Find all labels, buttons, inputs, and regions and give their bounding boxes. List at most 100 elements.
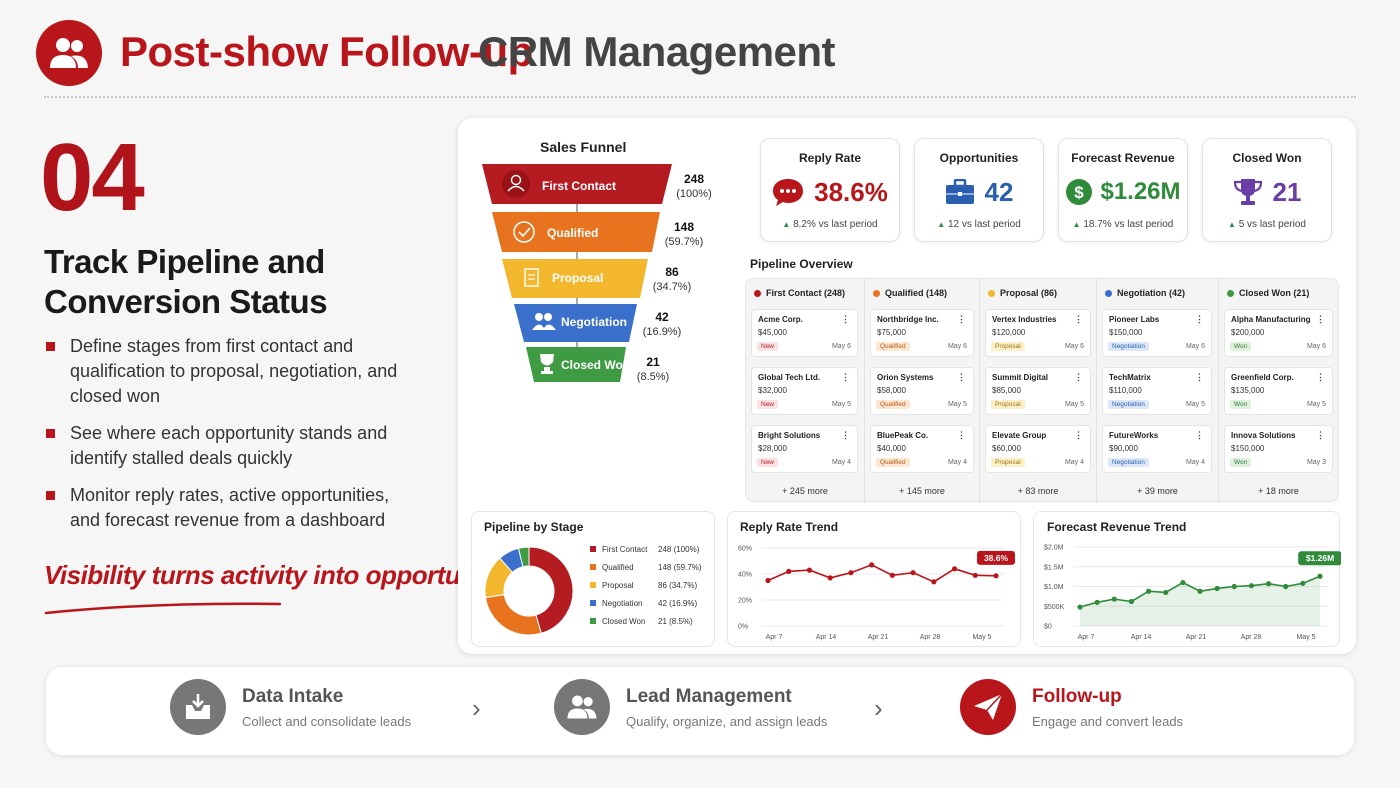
data-point: [1214, 585, 1220, 592]
data-point: [931, 579, 937, 585]
end-value-badge: [977, 550, 1015, 565]
x-tick-label: May 5: [972, 634, 991, 641]
paper-plane-icon: [960, 679, 1016, 735]
more-options-icon[interactable]: ⋮: [957, 372, 966, 382]
show-more-link[interactable]: + 245 more: [782, 486, 828, 496]
kpi-card-reply-rate[interactable]: Reply Rate 38.6% ▲ 8.2% vs last period: [760, 138, 900, 242]
funnel-value: 248 (100%): [676, 172, 712, 200]
deal-card[interactable]: FutureWorks $90,000 ⋮ Negotiation May 4: [1102, 425, 1212, 473]
deal-card[interactable]: Summit Digital $85,000 ⋮ Proposal May 5: [985, 367, 1091, 415]
step-desc: Engage and convert leads: [1032, 713, 1184, 729]
deal-card[interactable]: Innova Solutions $150,000 ⋮ Won May 3: [1224, 425, 1333, 473]
y-tick-label: 40%: [738, 572, 752, 579]
sales-funnel: [482, 164, 672, 382]
more-options-icon[interactable]: ⋮: [957, 430, 966, 440]
kpi-card-forecast-revenue[interactable]: Forecast Revenue $ $1.26M ▲ 18.7% vs las…: [1058, 138, 1188, 242]
more-options-icon[interactable]: ⋮: [841, 372, 850, 382]
column-header: Closed Won (21): [1219, 279, 1338, 298]
funnel-value: 21 (8.5%): [636, 355, 670, 383]
more-options-icon[interactable]: ⋮: [1074, 372, 1083, 382]
deal-card[interactable]: Vertex Industries $120,000 ⋮ Proposal May 6: [985, 309, 1091, 357]
chart-title: Forecast Revenue Trend: [1047, 520, 1187, 534]
y-tick-label: $1.0M: [1044, 584, 1064, 591]
pipeline-board: First Contact (248) Acme Corp. $45,000 ⋮ Ne…: [745, 278, 1339, 503]
show-more-link[interactable]: + 18 more: [1258, 486, 1299, 496]
deal-card[interactable]: Alpha Manufacturing $200,000 ⋮ Won May 6: [1224, 309, 1333, 357]
y-tick-label: $500K: [1044, 604, 1065, 611]
deal-card[interactable]: Pioneer Labs $150,000 ⋮ Negotiation May 6: [1102, 309, 1212, 357]
kpi-delta: ▲ 8.2% vs last period: [782, 219, 878, 230]
workflow-step-data-intake[interactable]: Data Intake Collect and consolidate leads: [170, 679, 411, 735]
funnel-label: Proposal: [552, 271, 604, 285]
data-point: [1317, 573, 1323, 579]
more-options-icon[interactable]: ⋮: [1316, 314, 1325, 324]
show-more-link[interactable]: + 39 more: [1137, 486, 1178, 496]
forecast-revenue-trend-chart: Forecast Revenue Trend $2.0M $1.5M $1.0M $5…: [1033, 511, 1341, 647]
more-options-icon[interactable]: ⋮: [841, 430, 850, 440]
more-options-icon[interactable]: ⋮: [1074, 430, 1083, 440]
x-tick-label: Apr 7: [766, 634, 783, 641]
data-point: [889, 572, 895, 578]
show-more-link[interactable]: + 145 more: [899, 486, 945, 496]
data-point: [951, 566, 958, 572]
data-point: [1163, 589, 1169, 596]
end-value-label: $1.26M: [1306, 553, 1334, 563]
data-point: [1094, 599, 1100, 605]
deal-card[interactable]: Acme Corp. $45,000 ⋮ New May 6: [751, 309, 858, 357]
deal-card[interactable]: TechMatrix $110,000 ⋮ Negotiation May 5: [1102, 367, 1212, 415]
deal-card[interactable]: BluePeak Co. $40,000 ⋮ Qualified May 4: [870, 425, 974, 473]
more-options-icon[interactable]: ⋮: [1316, 372, 1325, 382]
pipeline-column-proposal: Proposal (86) Vertex Industries $120,000 ⋮…: [980, 279, 1097, 503]
donut-slice: [517, 546, 530, 568]
briefcase-icon: [945, 179, 974, 204]
inbox-download-icon: [170, 679, 226, 735]
legend-item: Qualified 148 (59.7%): [590, 558, 702, 576]
section-heading: Track Pipeline and Conversion Status: [44, 243, 328, 320]
deal-card[interactable]: Northbridge Inc. $75,000 ⋮ Qualified May 6: [870, 309, 974, 357]
more-options-icon[interactable]: ⋮: [841, 314, 850, 324]
area-fill: [1080, 576, 1320, 626]
deal-card[interactable]: Orion Systems $58,000 ⋮ Qualified May 5: [870, 367, 974, 415]
x-tick-label: Apr 21: [868, 634, 889, 641]
pipeline-column-closed-won: Closed Won (21) Alpha Manufacturing $200,…: [1219, 279, 1338, 503]
workflow-step-lead-management[interactable]: Lead Management Qualify, organize, and as…: [554, 679, 827, 735]
chart-title: Reply Rate Trend: [740, 520, 839, 534]
data-point: [993, 573, 999, 579]
page-title-accent: Post-show Follow-up: [120, 28, 533, 75]
legend-item: Closed Won 21 (8.5%): [590, 612, 702, 630]
more-options-icon[interactable]: ⋮: [1195, 314, 1204, 324]
more-options-icon[interactable]: ⋮: [957, 314, 966, 324]
show-more-link[interactable]: + 83 more: [1017, 486, 1059, 496]
deal-card[interactable]: Bright Solutions $28,000 ⋮ New May 4: [751, 425, 858, 473]
kpi-title: Opportunities: [939, 151, 1019, 165]
end-value-label: 38.6%: [984, 553, 1009, 563]
more-options-icon[interactable]: ⋮: [1195, 372, 1204, 382]
step-title: Lead Management: [626, 685, 792, 707]
data-point: [806, 567, 813, 573]
deal-card[interactable]: Elevate Group $60,000 ⋮ Proposal May 4: [985, 425, 1091, 473]
workflow-bar: Data Intake Collect and consolidate leads…: [46, 667, 1354, 755]
kpi-card-closed-won[interactable]: Closed Won 21 ▲ 5 vs last period: [1202, 138, 1332, 242]
x-tick-label: May 5: [1296, 634, 1315, 641]
deal-card[interactable]: Greenfield Corp. $135,000 ⋮ Won May 5: [1224, 367, 1333, 415]
column-header: Proposal (86): [980, 279, 1096, 298]
kpi-delta: ▲ 18.7% vs last period: [1072, 219, 1174, 230]
column-header: Qualified (148): [865, 279, 979, 298]
section-number: 04: [40, 124, 145, 231]
more-options-icon[interactable]: ⋮: [1074, 314, 1083, 324]
area-chart: $2.0M $1.5M $1.0M $500K $0 Apr 7 Apr 14 Apr 21 A…: [1044, 545, 1341, 641]
kpi-value: $1.26M: [1100, 178, 1181, 205]
end-value-badge: [1298, 551, 1341, 566]
pipeline-column-first-contact: First Contact (248) Acme Corp. $45,000 ⋮ Ne…: [746, 279, 865, 503]
donut-slice: [528, 546, 574, 634]
deal-card[interactable]: Global Tech Ltd. $32,000 ⋮ New May 5: [751, 367, 858, 415]
users-icon: [554, 679, 610, 735]
y-tick-label: 20%: [738, 598, 752, 605]
donut-legend: First Contact 248 (100%) Qualified 148 (59…: [590, 540, 702, 630]
more-options-icon[interactable]: ⋮: [1316, 430, 1325, 440]
column-header: First Contact (248): [746, 279, 864, 298]
more-options-icon[interactable]: ⋮: [1195, 430, 1204, 440]
kpi-card-opportunities[interactable]: Opportunities 42 ▲ 12 vs last period: [914, 138, 1044, 242]
workflow-step-follow-up[interactable]: Follow-up Engage and convert leads: [960, 679, 1183, 735]
users-icon: [50, 38, 88, 68]
